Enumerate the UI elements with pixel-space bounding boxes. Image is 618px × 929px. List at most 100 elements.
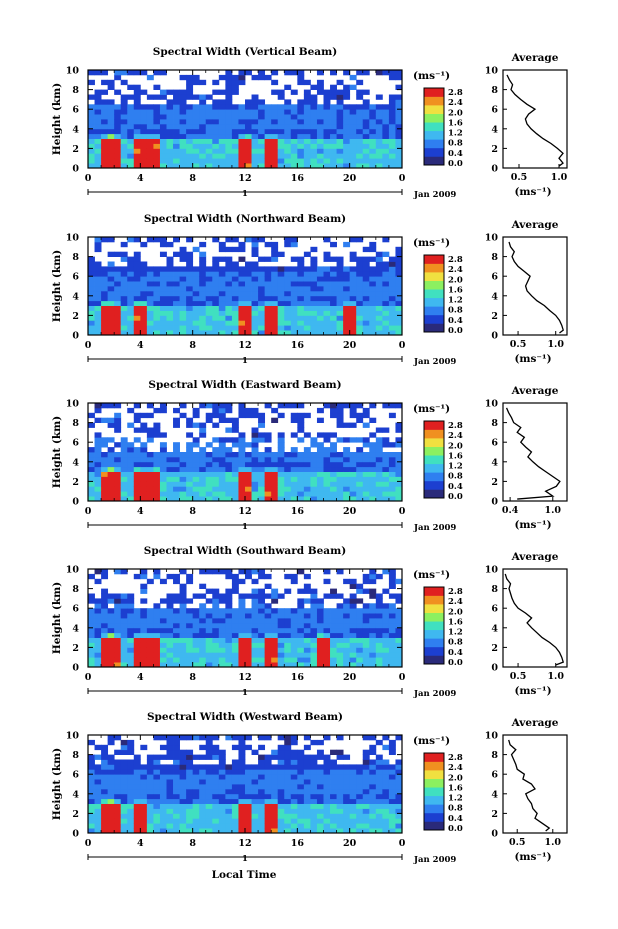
heatmap-cell (120, 163, 128, 169)
heatmap-cell (264, 456, 272, 463)
heatmap-cell (271, 246, 279, 253)
heatmap-cell (120, 310, 128, 316)
heatmap-cell (107, 739, 115, 746)
heatmap-cell (277, 774, 285, 780)
heatmap-cell (153, 422, 161, 428)
heatmap-cell (323, 774, 331, 780)
profile-y-tick-label: 4 (491, 124, 498, 135)
heatmap-cell (323, 452, 331, 458)
heatmap-cell (297, 637, 305, 643)
heatmap-cell (231, 744, 239, 751)
heatmap-cell (251, 471, 259, 477)
profile-y-tick-label: 4 (491, 457, 498, 468)
heatmap-cell (362, 305, 370, 311)
heatmap-cell (107, 403, 115, 409)
heatmap-cell (166, 754, 174, 760)
heatmap-cell (120, 662, 128, 668)
heatmap-cell (356, 466, 364, 472)
heatmap-cell (88, 764, 95, 770)
heatmap-cell (101, 657, 109, 663)
heatmap-cell (179, 637, 187, 643)
heatmap-cell (231, 769, 239, 775)
heatmap-cell (101, 476, 109, 482)
heatmap-cell (133, 153, 141, 159)
heatmap-cell (395, 422, 403, 428)
heatmap-cell (107, 320, 115, 326)
heatmap-cell (251, 407, 259, 414)
heatmap-cell (297, 491, 305, 497)
heatmap-cell (146, 412, 154, 419)
heatmap-cell (336, 138, 344, 144)
heatmap-cell (297, 662, 305, 668)
heatmap-cell (297, 109, 305, 115)
y-tick-label: 4 (72, 291, 79, 302)
heatmap-cell (356, 305, 364, 311)
heatmap-cell (310, 320, 318, 326)
heatmap-cell (245, 798, 252, 804)
heatmap-cell (140, 813, 148, 819)
heatmap-cell (271, 481, 279, 487)
heatmap-cell (173, 598, 180, 604)
heatmap-cell (323, 471, 331, 477)
heatmap-cell (159, 637, 167, 643)
heatmap-cell (343, 637, 351, 643)
heatmap-cell (330, 622, 337, 629)
heatmap-cell (251, 823, 259, 829)
heatmap-cell (153, 573, 161, 580)
heatmap-cell (303, 412, 311, 419)
heatmap-cell (277, 784, 285, 790)
heatmap-cell (153, 793, 161, 800)
heatmap-cell (323, 496, 331, 502)
heatmap-cell (238, 325, 246, 331)
heatmap-cell (159, 114, 167, 120)
heatmap-cell (101, 417, 109, 423)
heatmap-cell (179, 330, 187, 336)
heatmap-cell (271, 476, 279, 482)
heatmap-cell (303, 286, 311, 292)
profile-y-tick-label: 10 (485, 565, 499, 576)
heatmap-cell (94, 647, 102, 653)
heatmap-cell (212, 764, 220, 770)
heatmap-cell (330, 466, 337, 472)
heatmap-cell (277, 779, 285, 785)
heatmap-cell (395, 163, 403, 169)
heatmap-cell (310, 271, 318, 277)
heatmap-cell (330, 662, 337, 668)
heatmap-cell (94, 496, 102, 502)
heatmap-cell (258, 128, 266, 135)
heatmap-cell (192, 305, 200, 311)
profile-line (504, 573, 565, 666)
heatmap-cell (153, 70, 161, 76)
heatmap-cell (127, 813, 135, 819)
heatmap-cell (303, 79, 311, 86)
heatmap-cell (310, 603, 318, 609)
heatmap-cell (94, 241, 102, 248)
heatmap-cell (231, 637, 239, 643)
heatmap-cell (271, 286, 279, 292)
heatmap-cell (349, 276, 357, 282)
heatmap-cell (166, 603, 174, 609)
heatmap-cell (88, 828, 95, 834)
heatmap-cell (382, 662, 390, 668)
heatmap-cell (231, 442, 239, 448)
heatmap-cell (290, 412, 298, 419)
heatmap-cell (192, 779, 200, 785)
heatmap-cell (382, 325, 390, 331)
heatmap-cell (212, 109, 220, 115)
heatmap-cell (238, 823, 246, 829)
heatmap-cell (199, 456, 207, 463)
heatmap-cell (94, 452, 102, 458)
heatmap-cell (133, 476, 141, 482)
heatmap-cell (212, 476, 220, 482)
heatmap-cell (382, 128, 390, 135)
heatmap-cell (277, 442, 285, 448)
heatmap-cell (212, 276, 220, 282)
heatmap-cell (303, 823, 311, 829)
heatmap-cell (284, 622, 292, 629)
heatmap-cell (297, 310, 305, 316)
heatmap-cell (375, 779, 383, 785)
heatmap-cell (94, 569, 102, 575)
heatmap-cell (107, 613, 115, 619)
heatmap-cell (225, 256, 233, 262)
heatmap-cell (356, 281, 364, 287)
